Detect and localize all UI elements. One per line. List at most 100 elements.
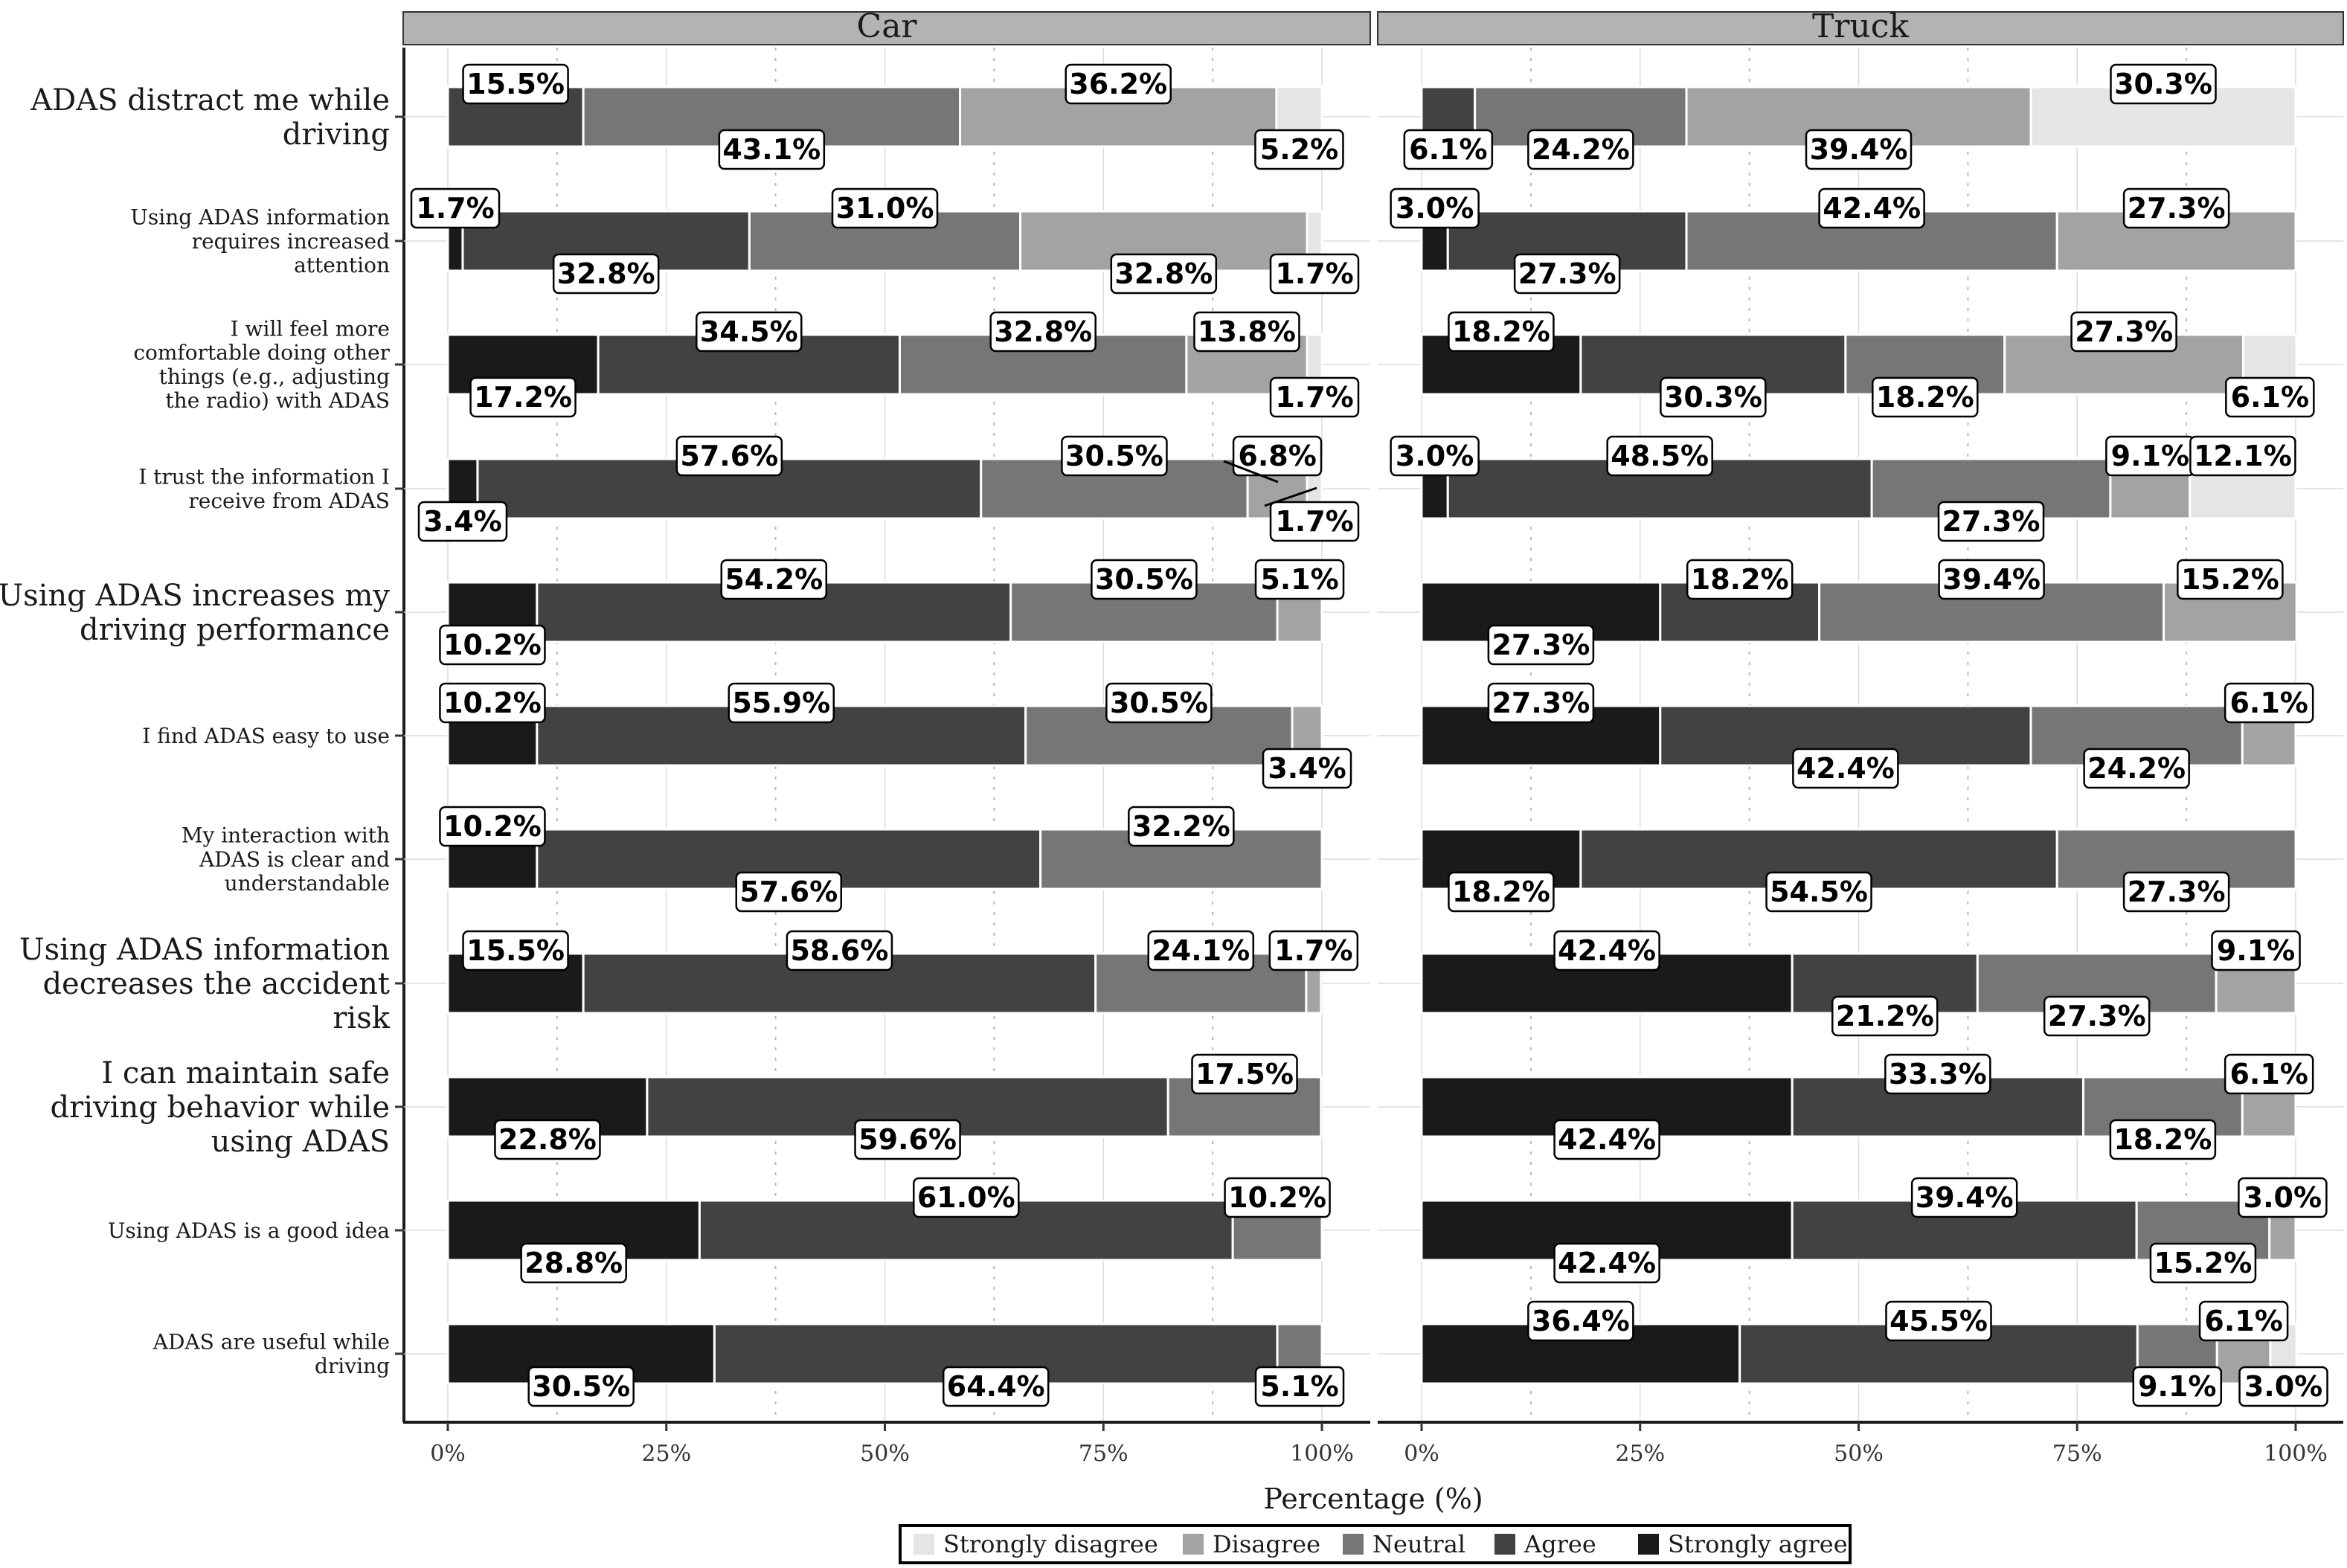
data-label-box <box>675 435 783 477</box>
x-tick-label: 50% <box>860 1441 910 1467</box>
data-label: 42.4% <box>1792 748 1899 789</box>
legend-swatch <box>1638 1534 1659 1555</box>
data-label: 61.0% <box>913 1177 1020 1218</box>
data-label-text: 3.0% <box>2244 1181 2322 1214</box>
data-label: 6.1% <box>2224 1053 2314 1095</box>
x-axis-title: Percentage (%) <box>1263 1482 1483 1515</box>
data-label-text: 30.5% <box>1095 563 1193 596</box>
data-label-box <box>527 1366 635 1407</box>
data-label: 57.6% <box>735 871 842 913</box>
data-label-box <box>786 930 893 971</box>
data-label-text: 30.3% <box>1664 381 1762 414</box>
x-tick-label: 0% <box>1404 1441 1439 1467</box>
data-label: 15.2% <box>2149 1242 2257 1284</box>
data-label-text: 9.1% <box>2111 440 2189 472</box>
data-label: 6.8% <box>1232 435 1323 477</box>
data-label: 1.7% <box>1268 930 1359 971</box>
data-label-text: 10.2% <box>443 629 542 661</box>
data-label-box <box>1937 501 2045 542</box>
category-label: ADAS distract me while driving <box>30 83 390 152</box>
data-label-box <box>1487 624 1595 666</box>
data-label-box <box>1232 435 1323 477</box>
data-label-text: 42.4% <box>1558 934 1656 967</box>
data-label-text: 18.2% <box>1452 875 1550 908</box>
data-label: 64.4% <box>942 1366 1050 1407</box>
data-label: 30.5% <box>1091 559 1198 600</box>
data-label-box <box>1487 682 1595 724</box>
data-label-text: 55.9% <box>732 687 830 719</box>
data-label-box <box>1224 1177 1331 1218</box>
data-label-box <box>1269 253 1360 295</box>
legend-box <box>899 1524 1852 1564</box>
data-label-box <box>735 871 842 913</box>
data-label: 10.2% <box>439 682 546 724</box>
data-label-box <box>1938 559 2045 600</box>
data-label: 17.2% <box>469 376 577 418</box>
data-label: 54.2% <box>720 559 828 600</box>
data-label: 18.2% <box>1872 376 1979 418</box>
data-label: 30.3% <box>1660 376 1767 418</box>
data-label-box <box>2238 1177 2328 1218</box>
data-label-box <box>913 1177 1020 1218</box>
data-label-text: 45.5% <box>1890 1305 1988 1337</box>
data-label-text: 15.2% <box>2154 1247 2253 1279</box>
x-tick-label: 100% <box>1290 1441 1354 1467</box>
data-label-text: 1.7% <box>1274 934 1352 967</box>
x-tick-label: 0% <box>430 1441 466 1467</box>
data-label: 42.4% <box>1553 930 1660 971</box>
category-label: Using ADAS information decreases the acci… <box>19 933 391 1035</box>
data-label-text: 61.0% <box>917 1181 1015 1214</box>
data-label: 27.3% <box>1487 682 1595 724</box>
data-label-text: 24.1% <box>1152 934 1250 967</box>
data-label-box <box>1262 748 1352 789</box>
data-label-box <box>1553 1119 1660 1160</box>
data-label: 27.3% <box>2070 311 2177 353</box>
data-label-text: 6.1% <box>2204 1305 2282 1337</box>
legend: Strongly disagree Disagree Neutral Agree Str… <box>899 1524 1852 1564</box>
x-tick-label: 75% <box>2052 1441 2102 1467</box>
data-label-text: 5.2% <box>1260 133 1338 166</box>
data-label-box <box>1065 63 1172 105</box>
data-label-box <box>2211 930 2301 971</box>
data-label: 39.4% <box>1910 1177 2018 1218</box>
data-label-box <box>1268 930 1359 971</box>
category-labels: ADAS distract me while driving Using ADAS … <box>0 83 404 1378</box>
data-label-text: 24.2% <box>2087 752 2186 785</box>
data-label: 10.2% <box>439 806 546 847</box>
data-label-text: 58.6% <box>790 934 888 967</box>
data-label-text: 34.5% <box>700 315 798 348</box>
data-label: 5.1% <box>1254 1366 1345 1407</box>
data-label-text: 21.2% <box>1836 1000 1934 1032</box>
data-label: 32.8% <box>989 311 1097 353</box>
data-label-text: 3.4% <box>1268 752 1346 785</box>
data-label-text: 36.4% <box>1532 1305 1630 1337</box>
data-label: 18.2% <box>2109 1119 2217 1160</box>
data-label-text: 43.1% <box>722 133 821 166</box>
data-label: 10.2% <box>439 624 546 666</box>
data-label-box <box>2109 1119 2217 1160</box>
data-label: 18.2% <box>1448 311 1555 353</box>
data-label-text: 1.7% <box>1275 505 1353 538</box>
x-tick-label: 50% <box>1834 1441 1884 1467</box>
data-label-text: 12.1% <box>2194 440 2292 472</box>
data-label-text: 64.4% <box>947 1370 1045 1403</box>
data-label-text: 1.7% <box>416 192 494 225</box>
data-label-text: 18.2% <box>1876 381 1974 414</box>
data-label-text: 18.2% <box>2113 1123 2212 1156</box>
data-label: 36.2% <box>1065 63 1172 105</box>
data-label-text: 30.3% <box>2114 68 2212 100</box>
data-label: 42.4% <box>1553 1242 1660 1284</box>
category-label: I can maintain safe driving behavior whil… <box>51 1056 390 1159</box>
legend-swatch <box>1494 1534 1515 1555</box>
data-label-text: 27.3% <box>1942 505 2041 538</box>
data-label-text: 32.2% <box>1132 810 1230 843</box>
legend-label: Strongly agree <box>1668 1530 1848 1558</box>
data-label: 27.3% <box>2122 187 2230 229</box>
category-label: My interaction with ADAS is clear and unde… <box>182 823 390 896</box>
data-label-box <box>1805 129 1913 170</box>
data-label: 5.2% <box>1254 129 1344 170</box>
data-label: 3.0% <box>2238 1366 2328 1407</box>
data-label-box <box>989 311 1097 353</box>
data-label: 9.1% <box>2105 435 2195 477</box>
